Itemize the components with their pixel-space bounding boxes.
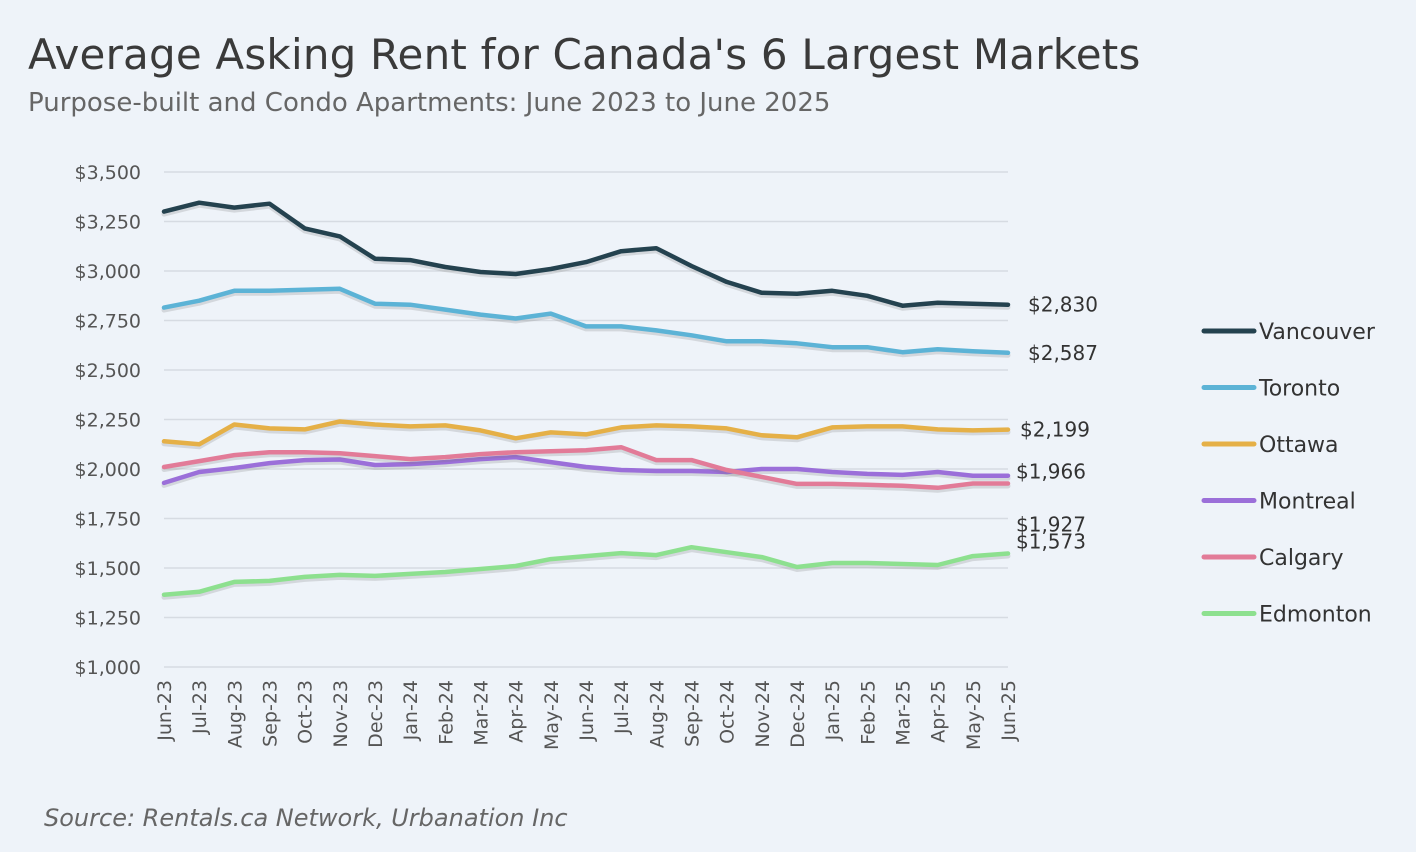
legend-label-ottawa: Ottawa — [1259, 433, 1339, 458]
y-tick-label: $1,500 — [75, 558, 141, 580]
x-tick-label: Feb-24 — [435, 680, 457, 745]
x-tick-label: Oct-24 — [717, 680, 739, 744]
x-tick-label: Nov-23 — [330, 680, 352, 748]
x-tick-label: Sep-24 — [682, 680, 704, 747]
x-tick-label: Mar-24 — [471, 680, 493, 746]
gridlines — [164, 171, 1008, 668]
x-tick-label: Apr-24 — [506, 680, 528, 743]
legend-label-vancouver: Vancouver — [1259, 320, 1376, 345]
x-tick-label: Jul-24 — [611, 680, 633, 735]
x-tick-label: Jan-24 — [400, 680, 422, 741]
series-shadow-montreal — [161, 457, 1011, 488]
y-tick-label: $3,000 — [75, 261, 141, 283]
series-shadow-vancouver — [161, 202, 1011, 311]
x-tick-label: Dec-24 — [787, 680, 809, 748]
series-line-vancouver — [161, 200, 1011, 308]
x-tick-label: May-25 — [963, 680, 985, 750]
x-tick-label: Nov-24 — [752, 680, 774, 748]
x-tick-label: Oct-23 — [295, 680, 317, 744]
series-shadow-toronto — [161, 288, 1011, 358]
end-label-toronto: $2,587 — [1028, 341, 1098, 365]
series-line-edmonton — [161, 544, 1011, 597]
y-tick-label: $2,750 — [75, 311, 141, 333]
series-shadow-edmonton — [161, 547, 1011, 600]
series-shadow-ottawa — [161, 421, 1011, 450]
x-tick-label: Mar-25 — [893, 680, 915, 746]
legend-label-montreal: Montreal — [1259, 490, 1356, 515]
x-tick-label: Feb-25 — [857, 680, 879, 745]
y-tick-label: $2,250 — [75, 410, 141, 432]
x-axis: Jun-23 Jul-23 Aug-23 Sep-23 Oct-23 Nov-23 Dec-… — [154, 680, 1020, 750]
x-tick-label: Sep-23 — [260, 680, 282, 747]
legend: Vancouver Toronto Ottawa Montreal Calgary Edm… — [1201, 320, 1376, 628]
y-tick-label: $1,250 — [75, 608, 141, 630]
y-axis: $1,000 $1,250 $1,500 $1,750 $2,000 $2,250 $2,5… — [75, 162, 141, 679]
y-tick-label: $3,500 — [75, 162, 141, 184]
x-tick-label: Aug-24 — [646, 680, 668, 748]
series-line-ottawa — [161, 419, 1011, 447]
end-label-ottawa: $2,199 — [1020, 418, 1090, 442]
chart-subtitle: Purpose-built and Condo Apartments: June… — [28, 88, 831, 118]
x-tick-label: Aug-23 — [224, 680, 246, 748]
source-note: Source: Rentals.ca Network, Urbanation I… — [44, 804, 568, 832]
y-tick-label: $3,250 — [75, 212, 141, 234]
series-shadow-calgary — [161, 447, 1011, 493]
y-tick-label: $1,000 — [75, 657, 141, 679]
legend-label-edmonton: Edmonton — [1259, 603, 1372, 628]
end-label-montreal: $1,966 — [1016, 460, 1086, 484]
end-label-edmonton: $1,573 — [1016, 530, 1086, 554]
legend-label-calgary: Calgary — [1259, 546, 1343, 571]
series-line-toronto — [161, 286, 1011, 356]
x-tick-label: Jun-23 — [154, 680, 176, 742]
legend-label-toronto: Toronto — [1258, 377, 1340, 402]
x-tick-label: Jan-25 — [822, 680, 844, 741]
end-label-vancouver: $2,830 — [1028, 293, 1098, 317]
x-tick-label: Apr-25 — [928, 680, 950, 743]
y-tick-label: $2,000 — [75, 459, 141, 481]
x-tick-label: Jun-24 — [576, 680, 598, 742]
series-lines — [161, 200, 1011, 600]
x-tick-label: May-24 — [541, 680, 563, 750]
y-tick-label: $2,500 — [75, 360, 141, 382]
end-label-calgary: $1,927 — [1016, 512, 1086, 536]
series-line-montreal — [161, 454, 1011, 486]
x-tick-label: Jun-25 — [998, 680, 1020, 742]
chart-title: Average Asking Rent for Canada's 6 Large… — [28, 30, 1141, 79]
end-labels: $2,830 $2,587 $2,199 $1,966 $1,927$1,573 — [1016, 293, 1098, 554]
x-tick-label: Dec-23 — [365, 680, 387, 748]
y-tick-label: $1,750 — [75, 509, 141, 531]
series-line-calgary — [161, 444, 1011, 491]
x-tick-label: Jul-23 — [189, 680, 211, 735]
